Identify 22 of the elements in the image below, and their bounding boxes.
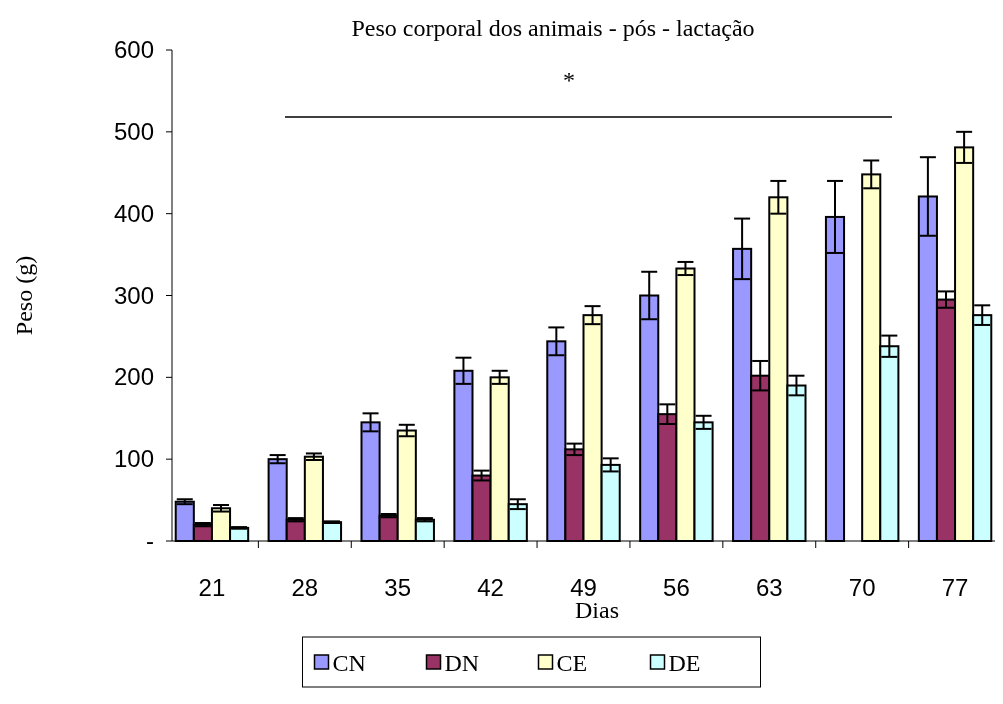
y-tick-label: 600	[113, 36, 154, 63]
x-tick-label: 21	[198, 574, 226, 601]
x-tick-label: 63	[755, 574, 783, 601]
x-tick-label: 56	[663, 574, 690, 601]
x-tick-label: 77	[941, 574, 969, 601]
x-tick-label: 35	[384, 574, 412, 601]
x-tick-label: 42	[477, 574, 504, 601]
annotation: *	[563, 67, 575, 93]
x-tick-label: 28	[291, 574, 319, 601]
y-tick-label: 200	[113, 363, 154, 391]
y-axis-title: Peso (g)	[11, 255, 37, 336]
legend-label: DN	[444, 650, 480, 676]
y-tick-label: -	[146, 527, 154, 554]
y-tick-label: 500	[113, 117, 154, 145]
y-tick-label: 100	[113, 445, 154, 473]
y-tick-label: 300	[113, 281, 154, 309]
legend-label: CE	[556, 650, 588, 676]
legend-label: DE	[668, 650, 701, 676]
x-tick-label: 70	[848, 574, 876, 601]
legend-label: CN	[332, 650, 366, 676]
y-tick-label: 400	[113, 199, 154, 227]
chart-title: Peso corporal dos animais - pós - lactação	[351, 15, 755, 41]
